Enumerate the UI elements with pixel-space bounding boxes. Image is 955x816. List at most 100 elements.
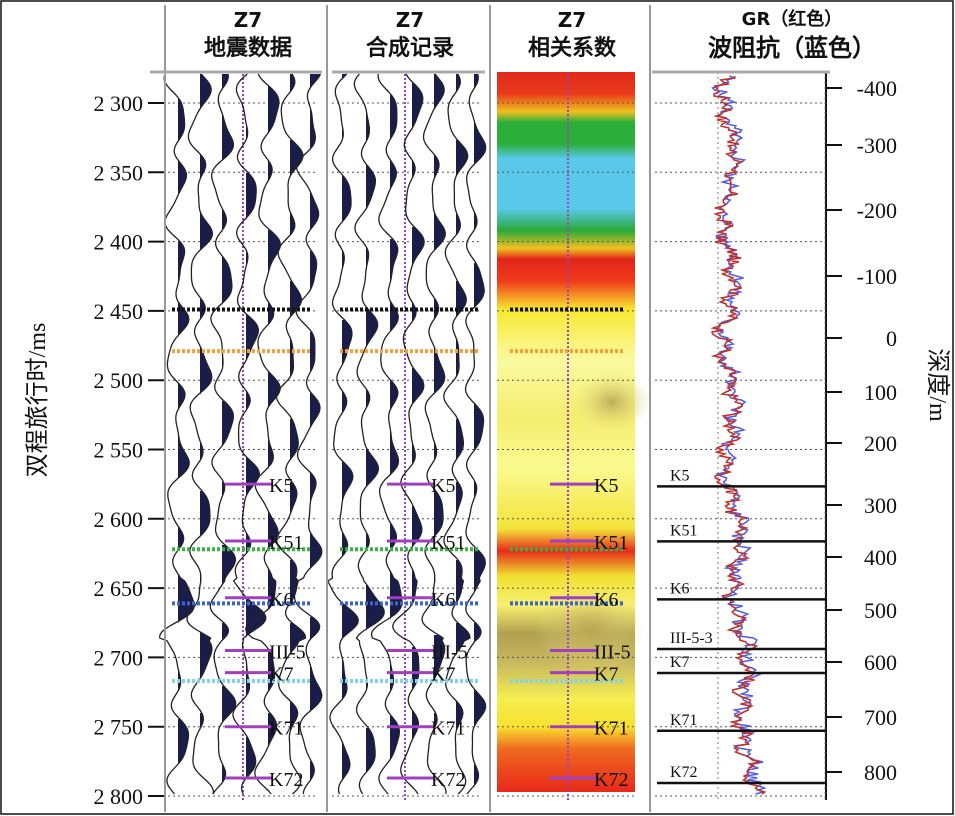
seismic-trace-lobe [268,86,279,134]
depth-axis-ticks: -400 -300 -200 -100 0 100 200 300 400 500 600 700 80… [825,72,897,800]
depth-tick-label: 0 [886,326,897,351]
seismic-trace [245,73,282,795]
seismic-trace [275,73,307,795]
panel-title-log-line2: 波阻抗（蓝色） [708,34,876,62]
seismic-trace-lobe [222,764,226,785]
panel-title-log-line1: GR（红色） [742,8,843,30]
seismic-trace-lobe [268,230,281,275]
seismic-trace-lobe [246,458,260,497]
synthetic-trace-lobe [456,482,463,515]
time-tick-label: 2 650 [94,576,144,601]
synthetic-trace-lobe [474,122,486,167]
seismic-horizon-label: III-5 [269,641,306,663]
synthetic-trace-lobe [390,380,398,413]
time-tick-label: 2 550 [94,438,144,463]
synthetic-trace-lobe [342,74,347,80]
panel-title-correlation-line1: Z7 [558,8,586,32]
depth-tick-label: -400 [857,76,897,101]
seismic-trace-lobe [310,533,322,569]
synthetic-trace-lobe [412,443,416,467]
synthetic-trace-lobe [342,743,350,782]
log-horizon-label: III-5-3 [670,630,713,647]
seismic-trace-lobe [200,212,213,251]
time-tick-label: 2 600 [94,507,144,532]
synthetic-trace-lobe [456,140,468,179]
time-tick-label: 2 350 [94,160,144,185]
synthetic-trace-lobe [434,347,445,395]
depth-tick-label: 200 [864,431,897,456]
log-curves [710,75,767,795]
depth-tick-label: 800 [864,760,897,785]
depth-tick-label: -200 [857,198,897,223]
correlation-horizon-label: K6 [594,589,618,611]
seismic-trace [186,73,215,795]
synthetic-horizon-label: K5 [431,475,455,497]
log-horizon-label: K7 [670,654,690,671]
seismic-trace-lobe [178,302,189,338]
seismic-trace-lobe [222,545,236,587]
log-panel [655,72,825,800]
depth-tick-label: 400 [864,545,897,570]
synthetic-trace-lobe [412,368,424,407]
synthetic-horizon-label: K6 [431,589,455,611]
depth-tick-label: 700 [864,705,897,730]
synthetic-horizon-label: K72 [431,769,465,791]
seismic-trace-lobe [310,107,316,152]
horizon-markers: K5 K5 K5 K5 K51 K51 K51 K51 K6 K6 K6 K6 III-5 III-5 II… [225,467,826,791]
seismic-trace-lobe [310,191,319,233]
panel-title-seismic-line1: Z7 [234,8,262,32]
synthetic-trace-lobe [412,83,423,131]
synthetic-trace-lobe [366,164,376,209]
seismic-trace-lobe [310,251,317,293]
panel-title-correlation-line2: 相关系数 [528,35,617,61]
seismic-trace-lobe [290,482,297,515]
depth-tick-label: 500 [864,598,897,623]
synthetic-horizon-label: K71 [431,718,465,740]
time-axis-title: 双程旅行时/ms [24,323,51,478]
time-tick-label: 2 800 [94,784,144,809]
synthetic-trace [421,73,447,795]
seismic-trace-lobe [200,632,212,680]
time-tick-label: 2 750 [94,715,144,740]
seismic-traces [159,73,323,795]
synthetic-trace-lobe [474,263,485,308]
time-tick-label: 2 400 [94,230,144,255]
synthetic-trace-lobe [342,461,353,506]
seismic-trace-lobe [200,347,212,395]
synthetic-trace-lobe [474,404,484,452]
synthetic-trace-lobe [412,647,419,692]
seismic-trace-lobe [268,713,277,749]
seismic-trace-lobe [246,173,257,221]
synthetic-trace-lobe [342,320,352,368]
synthetic-trace-lobe [366,728,376,773]
seismic-trace-lobe [222,74,229,92]
panel-title-synthetic-line1: Z7 [396,8,424,32]
synthetic-trace-lobe [342,533,348,557]
time-tick-label: 2 450 [94,299,144,324]
synthetic-trace [443,73,471,795]
seismic-trace-lobe [222,113,234,161]
seismic-trace [293,73,323,795]
gr-curve [710,75,767,795]
seismic-trace-lobe [268,371,281,410]
log-horizon-label: K71 [670,712,698,729]
log-horizon-label: K6 [670,580,690,597]
depth-tick-label: -100 [857,264,897,289]
depth-tick-label: -300 [857,133,897,158]
seismic-trace-lobe [178,719,189,767]
synthetic-trace-lobe [474,74,479,89]
synthetic-horizon-label: K7 [431,664,455,686]
panel-title-seismic-line2: 地震数据 [204,35,292,61]
seismic-trace-lobe [310,665,322,713]
synthetic-trace-lobe [412,569,417,605]
log-horizon-label: K51 [670,522,698,539]
depth-tick-label: 100 [864,380,897,405]
synthetic-trace-lobe [412,506,422,548]
correlation-horizon-label: K7 [594,664,618,686]
synthetic-trace [464,73,487,795]
synthetic-trace [353,73,385,795]
seismic-trace [209,73,237,795]
seismic-trace-lobe [290,140,303,179]
synthetic-trace [327,73,359,795]
